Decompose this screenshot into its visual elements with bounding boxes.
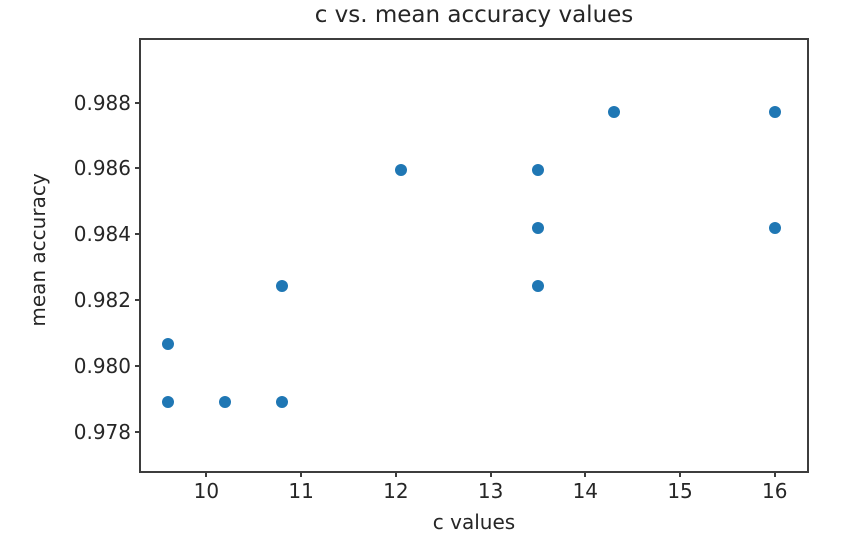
data-point [276, 395, 289, 408]
y-tick-label: 0.986 [73, 156, 131, 181]
data-point [531, 279, 544, 292]
y-tick-mark [135, 364, 141, 367]
y-tick-mark [135, 298, 141, 301]
x-tick-mark [205, 471, 208, 477]
y-tick-label: 0.978 [73, 419, 131, 444]
x-tick-label: 11 [288, 479, 314, 503]
y-tick-label: 0.984 [73, 222, 131, 247]
x-tick-label: 12 [383, 479, 409, 503]
x-tick-mark [679, 471, 682, 477]
y-axis-label: mean accuracy [26, 173, 50, 327]
y-tick-mark [135, 233, 141, 236]
x-tick-mark [584, 471, 587, 477]
x-tick-mark [489, 471, 492, 477]
x-tick-label: 13 [477, 479, 504, 503]
data-point [162, 395, 175, 408]
y-tick-label: 0.980 [73, 353, 131, 378]
x-tick-label: 10 [193, 479, 220, 503]
data-point [607, 106, 620, 119]
data-point [768, 106, 781, 119]
data-point [394, 164, 407, 177]
x-tick-mark [300, 471, 303, 477]
data-point [768, 222, 781, 235]
data-point [276, 279, 289, 292]
x-tick-label: 14 [572, 479, 599, 503]
x-axis-label: c values [432, 510, 516, 534]
data-point [531, 164, 544, 177]
y-tick-mark [135, 430, 141, 433]
x-tick-mark [773, 471, 776, 477]
plot-area: 10 11 12 13 14 15 16 0.978 0.980 0.982 0.984 0.986 0… [74, 38, 809, 503]
data-point [531, 222, 544, 235]
y-tick-label: 0.982 [73, 287, 131, 312]
chart-title: c vs. mean accuracy values [314, 2, 634, 28]
y-tick-mark [135, 167, 141, 170]
x-tick-label: 15 [667, 479, 693, 503]
x-tick-label: 16 [762, 479, 788, 503]
y-tick-label: 0.988 [73, 90, 131, 115]
data-point [219, 395, 232, 408]
data-point [162, 337, 175, 350]
x-tick-mark [394, 471, 397, 477]
y-tick-mark [135, 101, 141, 104]
